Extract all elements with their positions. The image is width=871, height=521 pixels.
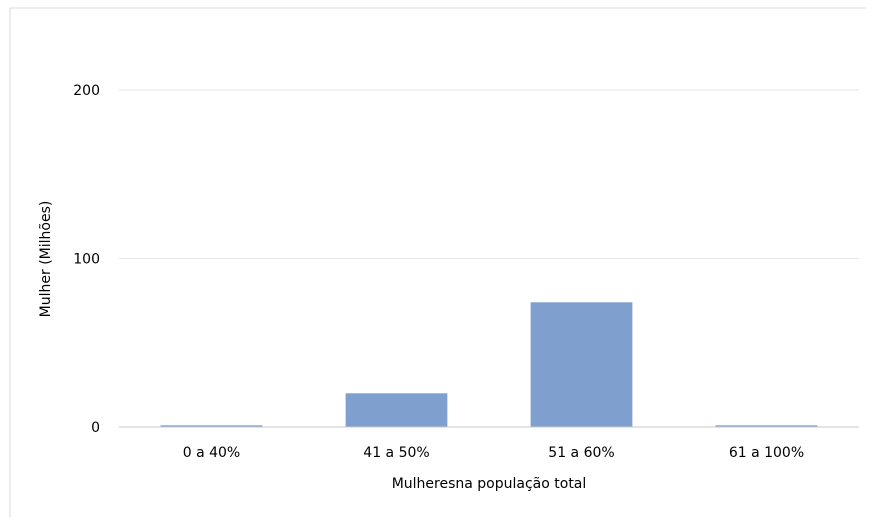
bar (530, 302, 633, 427)
bar (345, 393, 448, 427)
x-tick-labels: 0 a 40% 41 a 50% 51 a 60% 61 a 100% (183, 445, 804, 461)
y-tick-label: 0 (91, 420, 100, 436)
x-tick-label: 41 a 50% (363, 445, 429, 461)
y-tick-labels: 0 100 200 (73, 83, 100, 436)
y-tick-label: 200 (73, 83, 100, 99)
bar (160, 425, 263, 427)
bars (160, 302, 818, 427)
x-axis-title: Mulheresna população total (392, 476, 587, 492)
gridlines (119, 89, 859, 259)
x-tick-label: 61 a 100% (729, 445, 804, 461)
x-tick-label: 51 a 60% (548, 445, 614, 461)
bar (715, 425, 818, 427)
x-tick-label: 0 a 40% (183, 445, 241, 461)
y-tick-label: 100 (73, 252, 100, 268)
y-axis-title: Mulher (Milhões) (38, 201, 54, 318)
